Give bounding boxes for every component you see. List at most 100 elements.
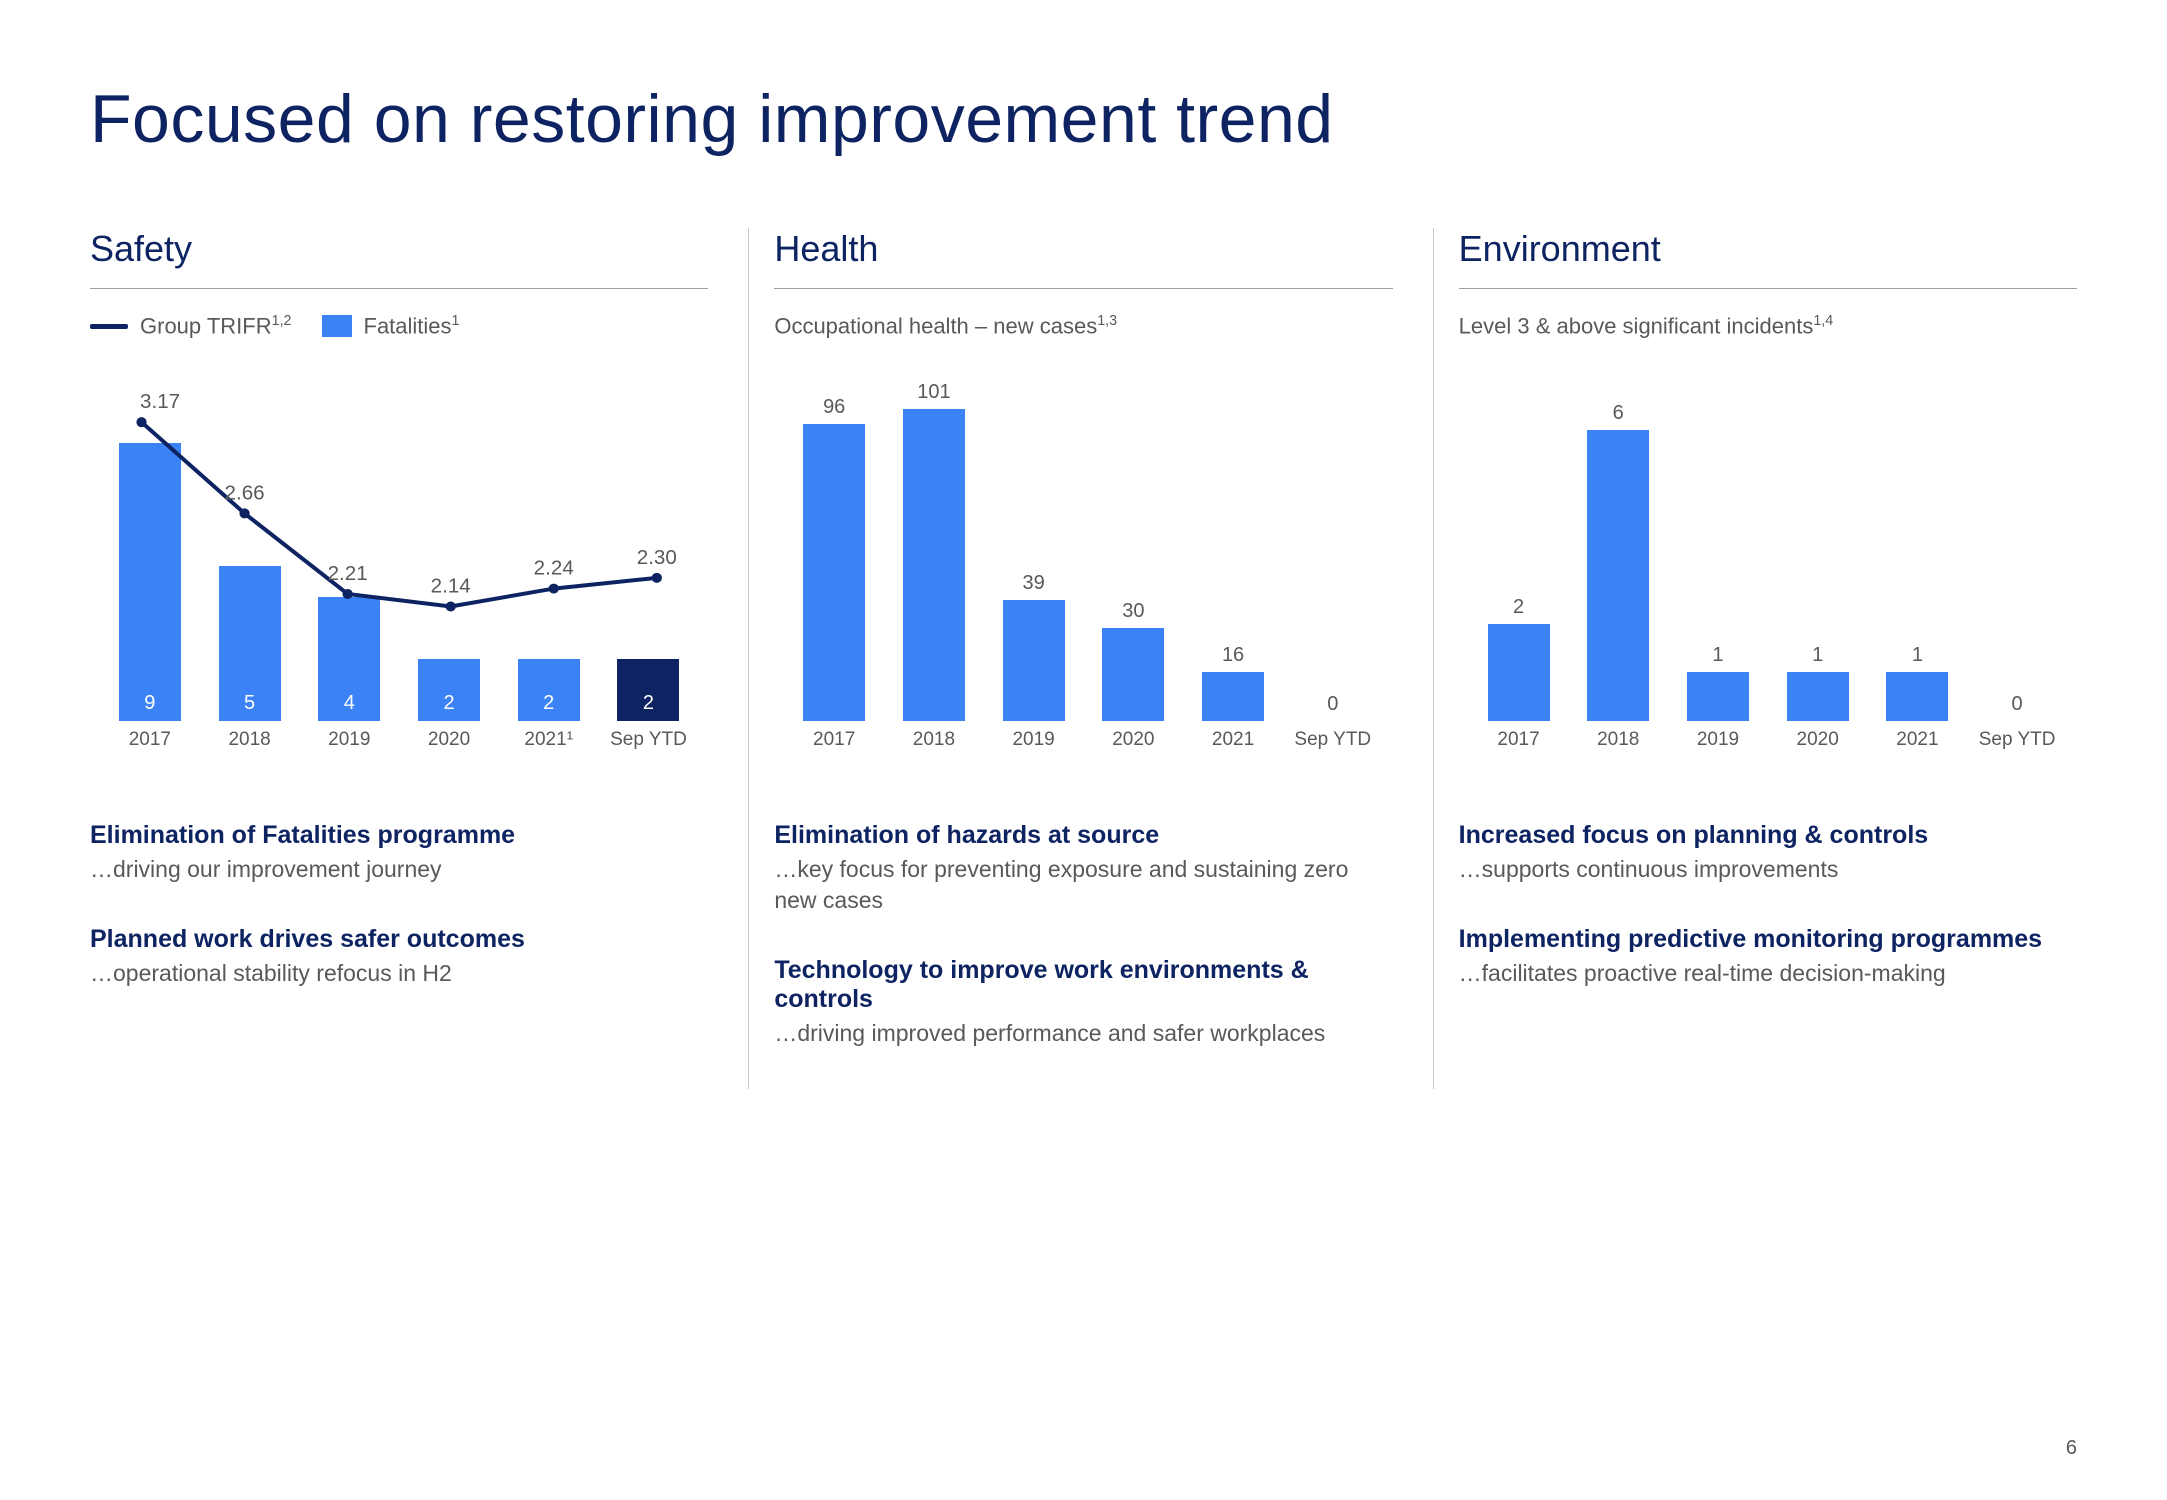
bar: 4 [318,597,380,721]
x-axis-label: 2018 [200,729,300,751]
bar-value-label: 2 [543,692,554,715]
bar-value-label: 1 [1712,644,1723,667]
page-number: 6 [2066,1437,2077,1460]
x-axis-label: 2018 [884,729,984,751]
bar-value-label: 0 [1327,693,1338,716]
bar-slot: 2 [499,381,599,721]
bar: 2 [617,659,679,721]
bar: 101 [903,409,965,721]
chart-legend: Level 3 & above significant incidents1,4 [1459,311,2077,341]
bar-value-label: 2 [443,692,454,715]
bar-slot: 1 [1768,381,1868,721]
bars-container: 9 5 4 2 2 2 [90,381,708,721]
bar-value-label: 101 [917,381,950,404]
bullet-item: Implementing predictive monitoring progr… [1459,925,2077,989]
bar-value-label: 6 [1613,402,1624,425]
x-axis-label: 2017 [784,729,884,751]
section-title: Environment [1459,228,2077,289]
bar: 9 [119,443,181,721]
bullet-item: Elimination of hazards at source …key foc… [774,821,1392,916]
bar-slot: 30 [1083,381,1183,721]
x-axis-label: Sep YTD [1967,729,2067,751]
bar-slot: 9 [100,381,200,721]
bar: 16 [1202,672,1264,721]
bar-value-label: 2 [643,692,654,715]
columns-container: SafetyGroup TRIFR1,2Fatalities19542223.1… [90,228,2077,1089]
column-environment: Environment Level 3 & above significant i… [1433,228,2077,1089]
bar-slot: 2 [1469,381,1569,721]
bar-value-label: 30 [1122,600,1144,623]
x-axis-label: 2020 [399,729,499,751]
chart-subtitle: Occupational health – new cases1,3 [774,313,1117,339]
bar: 6 [1587,430,1649,721]
bar-value-label: 0 [2012,693,2023,716]
page-title: Focused on restoring improvement trend [90,80,2077,158]
legend-label: Fatalities1 [364,313,460,339]
x-axis-label: 2017 [1469,729,1569,751]
bar: 39 [1003,600,1065,721]
chart-area: 9542223.172.662.212.142.242.302017201820… [90,351,708,751]
legend-line-swatch [90,324,128,329]
bullet-title: Planned work drives safer outcomes [90,925,708,954]
bullet-subtitle: …supports continuous improvements [1459,854,2077,885]
bullet-title: Elimination of Fatalities programme [90,821,708,850]
chart-subtitle: Level 3 & above significant incidents1,4 [1459,313,1834,339]
bullet-item: Technology to improve work environments … [774,956,1392,1049]
bullet-item: Increased focus on planning & controls…s… [1459,821,2077,885]
bullet-title: Elimination of hazards at source [774,821,1392,850]
bar-slot: 39 [984,381,1084,721]
bullets: Elimination of Fatalities programme…driv… [90,821,708,989]
bar-value-label: 96 [823,396,845,419]
bar: 96 [803,424,865,721]
bar: 5 [219,566,281,721]
bar-slot: 2 [599,381,699,721]
x-axis-label: 2019 [299,729,399,751]
bar: 2 [518,659,580,721]
x-axis-label: Sep YTD [599,729,699,751]
bullet-subtitle: …driving improved performance and safer … [774,1018,1392,1049]
x-axis-labels: 20172018201920202021¹Sep YTD [90,729,708,751]
chart-legend: Group TRIFR1,2 Fatalities1 [90,311,708,341]
bar-value-label: 16 [1222,644,1244,667]
bullet-subtitle: …key focus for preventing exposure and s… [774,854,1392,916]
bullets: Increased focus on planning & controls…s… [1459,821,2077,989]
legend-label: Group TRIFR1,2 [140,313,292,339]
x-axis-label: 2019 [1668,729,1768,751]
bar-slot: 0 [1283,381,1383,721]
bar-value-label: 1 [1812,644,1823,667]
bar-value-label: 9 [144,692,155,715]
x-axis-labels: 20172018201920202021Sep YTD [1459,729,2077,751]
bar-slot: 5 [200,381,300,721]
bar-value-label: 4 [344,692,355,715]
bar-slot: 2 [399,381,499,721]
x-axis-label: 2021 [1868,729,1968,751]
column-health: Health Occupational health – new cases1,3… [748,228,1392,1089]
bullet-subtitle: …operational stability refocus in H2 [90,958,708,989]
bar-slot: 4 [299,381,399,721]
bar: 2 [418,659,480,721]
bar: 1 [1787,672,1849,721]
bar-value-label: 39 [1023,572,1045,595]
bars-container: 261110 [1459,381,2077,721]
bar-value-label: 5 [244,692,255,715]
bar-slot: 6 [1568,381,1668,721]
x-axis-label: 2021¹ [499,729,599,751]
bullet-subtitle: …facilitates proactive real-time decisio… [1459,958,2077,989]
bullets: Elimination of hazards at source …key foc… [774,821,1392,1049]
bar-slot: 0 [1967,381,2067,721]
bullet-title: Technology to improve work environments … [774,956,1392,1014]
bar-value-label: 2 [1513,596,1524,619]
x-axis-label: 2020 [1083,729,1183,751]
legend-box-swatch [322,315,352,337]
bar-slot: 101 [884,381,984,721]
bullet-item: Planned work drives safer outcomes …opera… [90,925,708,989]
x-axis-labels: 20172018201920202021Sep YTD [774,729,1392,751]
x-axis-label: Sep YTD [1283,729,1383,751]
section-title: Health [774,228,1392,289]
chart-area: 96 101 39 30 16 0 20172018201920202021Sep YTD [774,351,1392,751]
x-axis-label: 2019 [984,729,1084,751]
bar-value-label: 1 [1912,644,1923,667]
column-safety: SafetyGroup TRIFR1,2Fatalities19542223.1… [90,228,708,1089]
bar: 1 [1687,672,1749,721]
bar-slot: 1 [1868,381,1968,721]
